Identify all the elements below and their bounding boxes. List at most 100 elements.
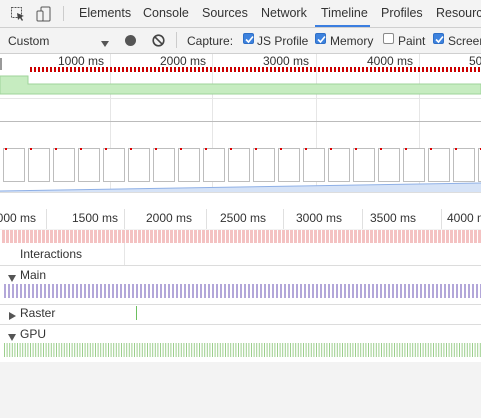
main-thread-task xyxy=(200,284,202,298)
expand-triangle-down-icon[interactable] xyxy=(8,330,16,344)
thumbnail-marker xyxy=(455,148,457,150)
screenshot-thumbnail[interactable] xyxy=(428,148,450,182)
js-profile-checkbox[interactable] xyxy=(243,33,254,44)
thumbnail-marker xyxy=(105,148,107,150)
screenshot-thumbnail[interactable] xyxy=(278,148,300,182)
record-button[interactable] xyxy=(124,34,137,50)
memory-checkbox[interactable] xyxy=(315,33,326,44)
gpu-task xyxy=(113,343,115,357)
dropped-frame-mark xyxy=(274,67,276,72)
main-thread-task xyxy=(236,284,238,298)
dropped-frame-mark xyxy=(194,67,196,72)
dropped-frame-mark xyxy=(74,67,76,72)
frame-bar xyxy=(262,230,265,243)
screenshot-thumbnail[interactable] xyxy=(403,148,425,182)
dropped-frame-mark xyxy=(354,67,356,72)
gpu-activity-bars xyxy=(4,343,481,357)
expand-triangle-right-icon[interactable] xyxy=(9,309,16,323)
screenshot-thumbnail[interactable] xyxy=(53,148,75,182)
screenshots-label[interactable]: Screenshots xyxy=(448,34,481,48)
gpu-task xyxy=(27,343,29,357)
screenshot-thumbnail[interactable] xyxy=(28,148,50,182)
dropped-frame-mark xyxy=(42,67,44,72)
gpu-task xyxy=(310,343,312,357)
main-thread-task xyxy=(48,284,50,298)
gpu-task xyxy=(308,343,310,357)
gpu-task xyxy=(251,343,252,357)
clear-icon[interactable] xyxy=(152,34,165,50)
gpu-task xyxy=(474,343,476,357)
gpu-task xyxy=(4,343,5,357)
gpu-task xyxy=(336,343,338,357)
chevron-down-icon[interactable] xyxy=(101,36,109,50)
frame-bar xyxy=(14,230,17,243)
frame-bar xyxy=(382,230,385,243)
gpu-task xyxy=(300,343,302,357)
memory-label[interactable]: Memory xyxy=(330,34,374,48)
tab-network[interactable]: Network xyxy=(261,6,307,20)
gpu-task xyxy=(321,343,323,357)
main-thread-task xyxy=(328,284,330,298)
frame-bar xyxy=(118,230,121,243)
gpu-task xyxy=(79,343,81,357)
interactions-track[interactable]: Interactions xyxy=(0,243,481,265)
tab-elements[interactable]: Elements xyxy=(79,6,132,20)
frame-bar xyxy=(422,230,425,243)
tab-sources[interactable]: Sources xyxy=(202,6,248,20)
overview-window-left-handle[interactable] xyxy=(0,58,2,70)
frame-bar xyxy=(26,230,29,243)
screenshot-thumbnail[interactable] xyxy=(128,148,150,182)
screenshot-thumbnail[interactable] xyxy=(228,148,250,182)
screenshot-thumbnail[interactable] xyxy=(353,148,375,182)
gpu-task xyxy=(238,343,239,357)
raster-track[interactable]: Raster xyxy=(0,305,481,324)
gpu-task xyxy=(17,343,18,357)
paint-label[interactable]: Paint xyxy=(398,34,426,48)
expand-triangle-down-icon[interactable] xyxy=(8,271,16,285)
tab-console[interactable]: Console xyxy=(143,6,189,20)
tab-profiles[interactable]: Profiles xyxy=(381,6,423,20)
gpu-task xyxy=(386,343,388,357)
frame-bar xyxy=(354,230,357,243)
gpu-task xyxy=(118,343,120,357)
tab-resources[interactable]: Resources xyxy=(436,6,481,20)
thumbnail-marker xyxy=(55,148,57,150)
screenshot-thumbnail[interactable] xyxy=(103,148,125,182)
screenshot-thumbnail[interactable] xyxy=(3,148,25,182)
screenshot-thumbnail[interactable] xyxy=(378,148,400,182)
screenshots-checkbox[interactable] xyxy=(433,33,444,44)
screenshot-thumbnail[interactable] xyxy=(303,148,325,182)
screenshot-thumbnail[interactable] xyxy=(453,148,475,182)
gpu-task xyxy=(178,343,180,357)
main-thread-task xyxy=(92,284,94,298)
dropped-frame-mark xyxy=(286,67,288,72)
gpu-task xyxy=(37,343,39,357)
thumbnail-marker xyxy=(280,148,282,150)
screenshot-thumbnail[interactable] xyxy=(328,148,350,182)
timeline-toolbar: Custom Capture: JS Profile Memory Paint … xyxy=(0,28,481,54)
screenshot-thumbnail[interactable] xyxy=(253,148,275,182)
gpu-task xyxy=(115,343,117,357)
frame-bar xyxy=(418,230,421,243)
tab-timeline[interactable]: Timeline xyxy=(321,6,368,20)
screenshot-thumbnail[interactable] xyxy=(203,148,225,182)
frame-bar xyxy=(42,230,45,243)
main-track[interactable]: Main xyxy=(0,266,481,304)
main-thread-task xyxy=(476,284,478,298)
inspect-element-icon[interactable] xyxy=(10,6,26,22)
screenshot-thumbnail[interactable] xyxy=(78,148,100,182)
gpu-track[interactable]: GPU xyxy=(0,325,481,362)
thumbnail-marker xyxy=(30,148,32,150)
paint-checkbox[interactable] xyxy=(383,33,394,44)
ruler-gridline xyxy=(46,209,47,229)
device-mode-icon[interactable] xyxy=(36,6,52,22)
screenshot-thumbnail[interactable] xyxy=(153,148,175,182)
dropped-frame-mark xyxy=(378,67,380,72)
preset-select[interactable]: Custom xyxy=(8,34,50,48)
js-profile-label[interactable]: JS Profile xyxy=(257,34,309,48)
interactions-track-label: Interactions xyxy=(20,247,83,261)
main-thread-task xyxy=(468,284,470,298)
gpu-task xyxy=(212,343,213,357)
screenshot-thumbnail[interactable] xyxy=(178,148,200,182)
